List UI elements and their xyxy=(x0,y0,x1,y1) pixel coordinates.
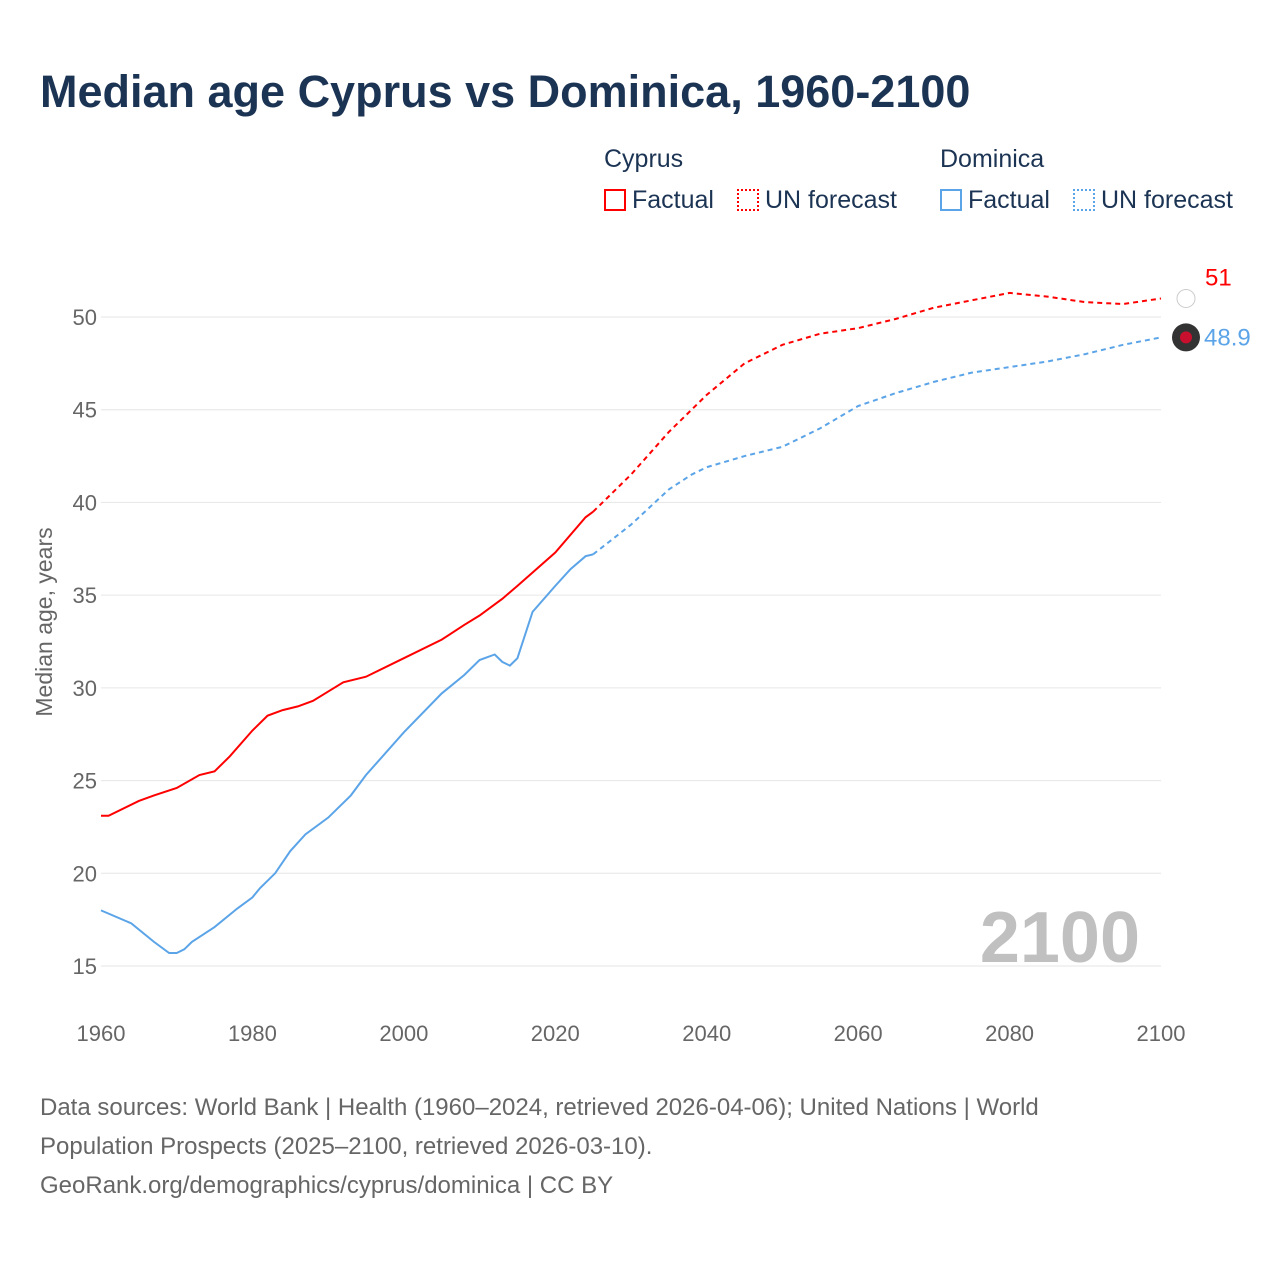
cyprus-flag-icon xyxy=(1176,288,1196,308)
y-tick-label: 25 xyxy=(73,769,97,794)
y-tick-label: 45 xyxy=(73,398,97,423)
legend-dominica-factual[interactable]: Factual xyxy=(940,186,1050,215)
legend-label: UN forecast xyxy=(1101,186,1233,214)
legend-dominica-forecast[interactable]: UN forecast xyxy=(1073,186,1233,215)
y-tick-label: 30 xyxy=(73,676,97,701)
legend-label: Factual xyxy=(968,186,1050,214)
source-link[interactable]: GeoRank.org/demographics/cyprus/dominica… xyxy=(40,1172,614,1199)
source-note: Data sources: World Bank | Health (1960–… xyxy=(40,1088,1039,1205)
legend-dominica-title: Dominica xyxy=(940,145,1045,173)
legend-swatch xyxy=(604,189,626,211)
year-watermark: 2100 xyxy=(980,898,1140,978)
x-tick-label: 2080 xyxy=(985,1021,1034,1046)
x-tick-label: 1980 xyxy=(228,1021,277,1046)
y-tick-label: 40 xyxy=(73,490,97,515)
source-line: Data sources: World Bank | Health (1960–… xyxy=(40,1094,1039,1121)
y-tick-label: 15 xyxy=(73,954,97,979)
x-tick-label: 2100 xyxy=(1137,1021,1186,1046)
source-line: Population Prospects (2025–2100, retriev… xyxy=(40,1133,653,1160)
legend-swatch xyxy=(940,189,962,211)
legend-label: Factual xyxy=(632,186,714,214)
y-tick-label: 35 xyxy=(73,583,97,608)
x-tick-label: 2040 xyxy=(682,1021,731,1046)
cyprus-factual-line xyxy=(101,510,594,817)
legend-swatch xyxy=(737,189,759,211)
legend-label: UN forecast xyxy=(765,186,897,214)
legend-swatch xyxy=(1073,189,1095,211)
x-tick-label: 1960 xyxy=(77,1021,126,1046)
dominica-flag-emblem xyxy=(1180,331,1192,344)
dominica-forecast-line xyxy=(592,336,1162,556)
y-axis-label: Median age, years xyxy=(31,527,57,716)
x-tick-label: 2060 xyxy=(834,1021,883,1046)
legend-cyprus-factual[interactable]: Factual xyxy=(604,186,714,215)
dominica-end-label: 48.9 xyxy=(1204,324,1251,351)
x-tick-label: 2020 xyxy=(531,1021,580,1046)
dominica-factual-line xyxy=(100,553,594,955)
y-tick-label: 50 xyxy=(73,305,97,330)
legend-cyprus-title: Cyprus xyxy=(604,145,684,173)
chart-title: Median age Cyprus vs Dominica, 1960-2100 xyxy=(40,66,971,117)
y-tick-label: 20 xyxy=(73,861,97,886)
cyprus-forecast-line xyxy=(592,291,1162,513)
legend-cyprus-forecast[interactable]: UN forecast xyxy=(737,186,897,215)
cyprus-end-label: 51 xyxy=(1205,264,1232,291)
x-tick-label: 2000 xyxy=(379,1021,428,1046)
